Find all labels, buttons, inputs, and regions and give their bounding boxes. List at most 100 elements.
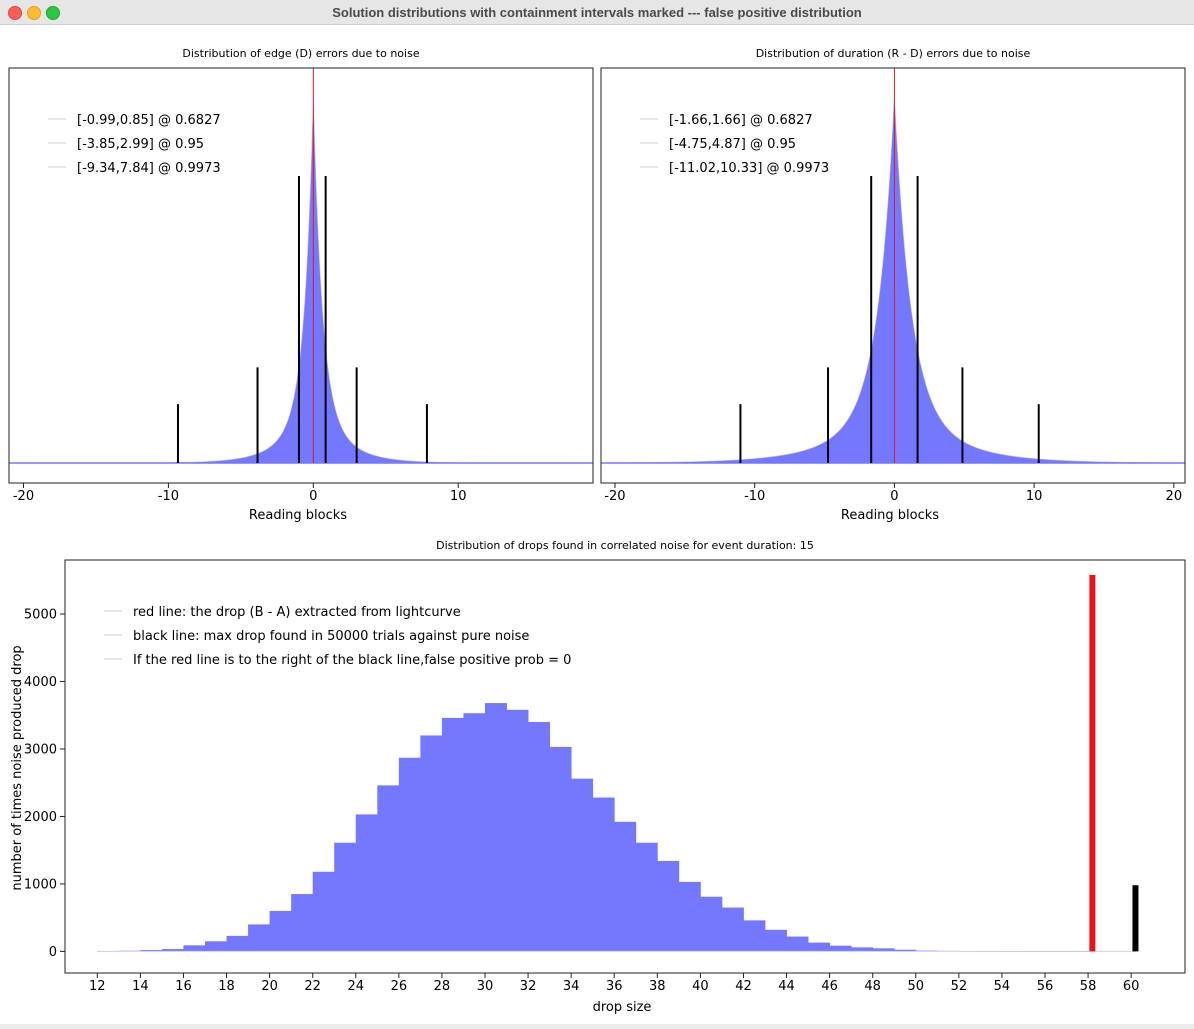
histogram-bar [829, 945, 852, 952]
histogram-bar [808, 942, 831, 952]
x-axis-label: drop size [593, 1000, 652, 1015]
x-tick-label: 10 [1026, 489, 1043, 504]
x-axis-label: Reading blocks [841, 508, 939, 523]
x-tick-label: 58 [1080, 979, 1097, 994]
histogram-bar [721, 907, 744, 952]
legend-entry: [-9.34,7.84] @ 0.9973 [77, 161, 221, 176]
histogram-bar [528, 721, 551, 952]
legend-entry: [-0.99,0.85] @ 0.6827 [77, 113, 221, 128]
drop-size-chart: Distribution of drops found in correlate… [10, 539, 1186, 1015]
x-tick-label: 0 [309, 489, 317, 504]
x-tick-label: 12 [89, 979, 106, 994]
histogram-bar [205, 941, 227, 952]
threshold-lines [1089, 574, 1139, 952]
chart-frame [64, 559, 1186, 974]
histogram [9, 102, 593, 464]
x-tick-label: 60 [1123, 979, 1140, 994]
histogram-area [600, 101, 1186, 464]
x-axis-ticks: -20 -10 0 10 20 [604, 483, 1182, 504]
histogram-bar [420, 735, 443, 952]
y-tick-label: 5000 [24, 607, 57, 622]
x-tick-label: 34 [563, 979, 580, 994]
x-tick-label: -20 [604, 489, 625, 504]
x-tick-label: 10 [450, 489, 467, 504]
legend-entry: [-1.66,1.66] @ 0.6827 [669, 113, 813, 128]
histogram-bar [248, 924, 271, 952]
legend-entry: red line: the drop (B - A) extracted fro… [133, 605, 461, 620]
interval-markers [176, 68, 428, 463]
histogram-bar [355, 814, 378, 952]
zoom-window-button[interactable] [46, 6, 60, 20]
y-tick-label: 3000 [24, 742, 57, 757]
histogram-bar [657, 860, 680, 952]
chart-title: Distribution of duration (R - D) errors … [756, 47, 1031, 60]
histogram-bar [851, 947, 874, 952]
interval-markers [739, 68, 1040, 463]
x-tick-label: 22 [304, 979, 321, 994]
y-axis-label: number of times noise produced drop [10, 645, 25, 890]
histogram-bar [592, 797, 615, 952]
histogram-bar [614, 821, 637, 952]
figure-canvas: Distribution of edge (D) errors due to n… [8, 47, 1186, 1015]
close-window-button[interactable] [8, 6, 22, 20]
x-tick-label: 28 [434, 979, 451, 994]
histogram-bar [506, 709, 529, 952]
histogram-bar [485, 703, 507, 952]
x-tick-label: 40 [692, 979, 709, 994]
y-tick-label: 1000 [24, 877, 57, 892]
histogram-bar [743, 920, 766, 952]
x-axis-ticks: 12 14 16 18 20 22 24 26 28 30 32 34 36 38 40 42 44 46 48 50… [89, 973, 1139, 994]
x-tick-label: 26 [391, 979, 408, 994]
plot-area: Distribution of edge (D) errors due to n… [0, 25, 1194, 1024]
x-tick-label: 54 [994, 979, 1011, 994]
histogram-bar [441, 717, 464, 952]
x-tick-label: 18 [218, 979, 235, 994]
y-axis-ticks: 0 1000 2000 3000 4000 5000 [24, 607, 65, 960]
histogram-bar [700, 896, 723, 952]
histogram-bar [334, 842, 357, 952]
histogram-bar [678, 881, 701, 952]
histogram-bar [872, 948, 895, 952]
histogram-bar [765, 929, 787, 952]
legend-entry: [-4.75,4.87] @ 0.95 [669, 137, 796, 152]
duration-error-chart: Distribution of duration (R - D) errors … [600, 47, 1186, 523]
y-tick-label: 4000 [24, 675, 57, 690]
histogram-area [9, 102, 593, 464]
histogram-bar [786, 936, 809, 952]
x-tick-label: 56 [1037, 979, 1054, 994]
histogram-bar [377, 785, 400, 952]
histogram-bar [894, 949, 917, 952]
x-tick-label: 44 [778, 979, 795, 994]
x-tick-label: 14 [132, 979, 149, 994]
x-tick-label: -10 [744, 489, 765, 504]
x-tick-label: 36 [606, 979, 623, 994]
histogram-bar [291, 894, 314, 952]
histogram-bar [269, 910, 292, 952]
x-tick-label: 24 [347, 979, 364, 994]
x-tick-label: 32 [520, 979, 537, 994]
legend: [-1.66,1.66] @ 0.6827 [-4.75,4.87] @ 0.9… [640, 113, 829, 176]
edge-error-chart: Distribution of edge (D) errors due to n… [8, 47, 594, 523]
y-tick-label: 0 [49, 945, 57, 960]
legend: red line: the drop (B - A) extracted fro… [104, 605, 571, 668]
chart-title: Distribution of drops found in correlate… [436, 539, 814, 552]
x-tick-label: 48 [864, 979, 881, 994]
chart-title: Distribution of edge (D) errors due to n… [182, 47, 419, 60]
histogram-bar [226, 935, 249, 952]
histogram [600, 101, 1186, 464]
x-axis-label: Reading blocks [249, 508, 347, 523]
chart-frame [8, 67, 594, 484]
legend: [-0.99,0.85] @ 0.6827 [-3.85,2.99] @ 0.9… [48, 113, 221, 176]
x-tick-label: -20 [13, 489, 34, 504]
histogram-bar [140, 950, 163, 952]
legend-entry: [-11.02,10.33] @ 0.9973 [669, 161, 829, 176]
x-tick-label: -10 [158, 489, 179, 504]
legend-entry: black line: max drop found in 50000 tria… [133, 629, 529, 644]
x-tick-label: 20 [1166, 489, 1183, 504]
window-titlebar: Solution distributions with containment … [0, 0, 1194, 25]
x-tick-label: 38 [649, 979, 666, 994]
legend-entry: [-3.85,2.99] @ 0.95 [77, 137, 204, 152]
x-tick-label: 30 [477, 979, 494, 994]
legend-entry: If the red line is to the right of the b… [133, 653, 571, 668]
minimize-window-button[interactable] [27, 6, 41, 20]
